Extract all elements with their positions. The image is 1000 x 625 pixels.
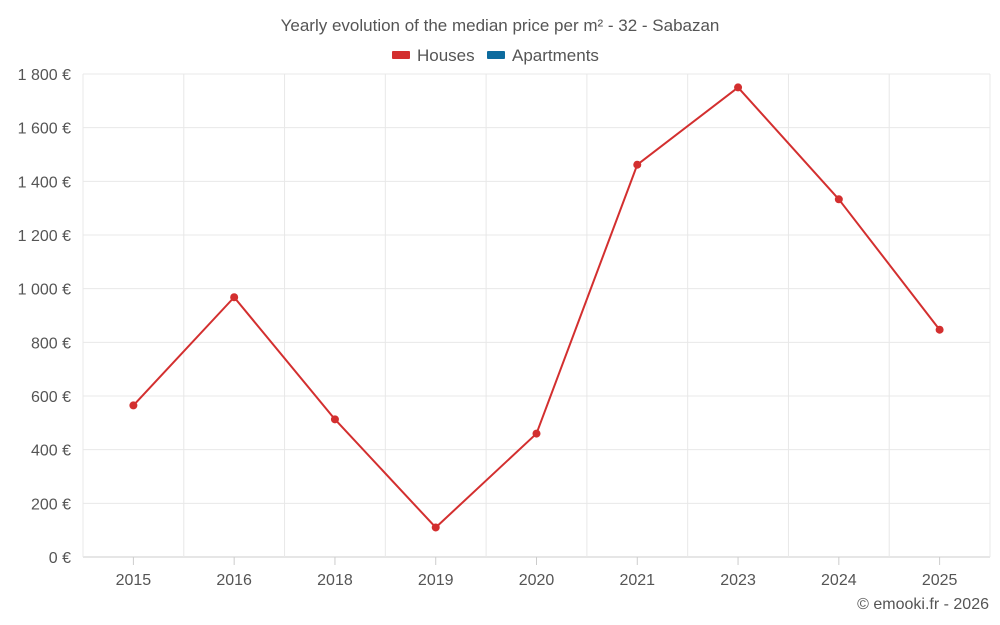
y-tick-label: 600 € [31,389,71,406]
x-tick-label: 2021 [619,572,655,589]
x-tick-label: 2024 [821,572,857,589]
x-tick-label: 2023 [720,572,756,589]
x-tick-label: 2018 [317,572,353,589]
series-layer [129,83,944,532]
legend-item-houses[interactable]: Houses [392,46,475,65]
y-tick-label: 1 400 € [18,174,71,191]
data-point-houses[interactable] [230,293,239,302]
y-tick-label: 200 € [31,496,71,513]
x-axis-ticks: 2015 2016 2018 2019 2020 2021 2023 2024 2025 [116,557,958,589]
legend-label-houses: Houses [417,46,475,65]
data-point-houses[interactable] [330,415,339,424]
y-tick-label: 1 000 € [18,282,71,299]
y-tick-label: 1 800 € [18,67,71,84]
chart-title: Yearly evolution of the median price per… [281,16,720,35]
y-tick-label: 1 200 € [18,228,71,245]
legend-swatch-houses [392,51,410,59]
x-tick-label: 2019 [418,572,454,589]
x-tick-label: 2015 [116,572,152,589]
data-point-houses[interactable] [431,523,440,532]
y-tick-label: 1 600 € [18,121,71,138]
data-point-houses[interactable] [633,160,642,169]
data-point-houses[interactable] [935,325,944,334]
legend-item-apartments[interactable]: Apartments [487,46,599,65]
x-tick-label: 2025 [922,572,958,589]
data-point-houses[interactable] [834,195,843,204]
data-point-houses[interactable] [129,401,138,410]
grid-lines [82,73,991,558]
legend: Houses Apartments [392,46,599,65]
data-point-houses[interactable] [734,83,743,92]
y-tick-label: 0 € [49,550,71,567]
credit-text: © emooki.fr - 2026 [857,596,989,613]
data-point-houses[interactable] [532,429,541,438]
y-axis-ticks: 0 € 200 € 400 € 600 € 800 € 1 000 € 1 200 € 1 4… [18,67,71,567]
legend-swatch-apartments [487,51,505,59]
x-tick-label: 2016 [216,572,252,589]
y-tick-label: 800 € [31,335,71,352]
y-tick-label: 400 € [31,443,71,460]
legend-label-apartments: Apartments [512,46,599,65]
series-line-houses [132,86,941,529]
x-tick-label: 2020 [519,572,555,589]
